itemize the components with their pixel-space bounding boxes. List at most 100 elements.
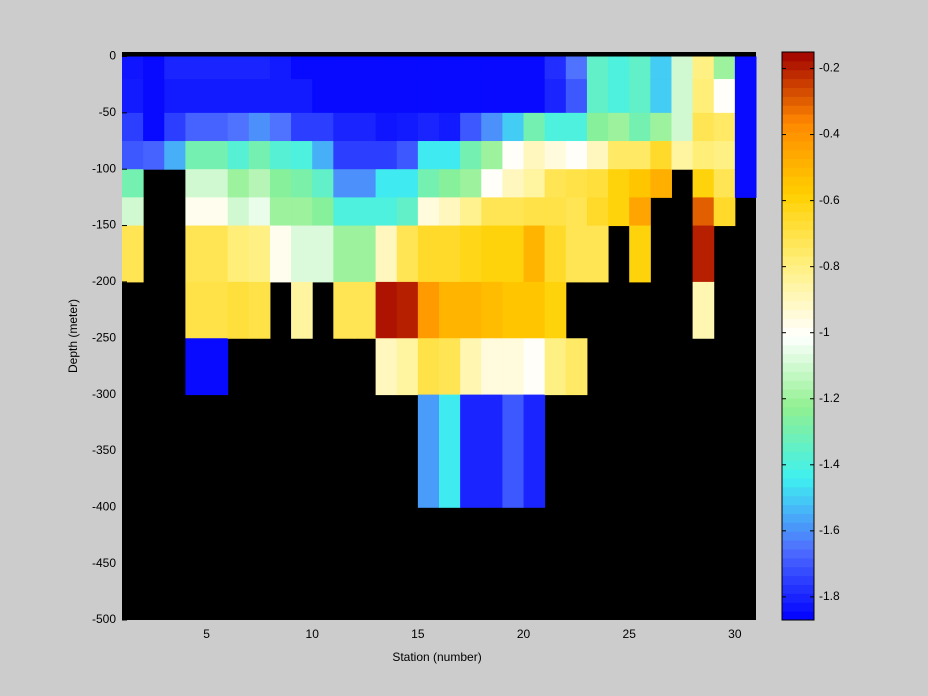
x-tick-label: 10 — [306, 627, 320, 641]
heatmap-cell — [143, 56, 165, 80]
heatmap-cell — [227, 197, 250, 227]
heatmap-cell — [122, 79, 144, 114]
heatmap-cell — [544, 281, 567, 339]
heatmap-cell — [523, 281, 546, 339]
y-tick-label: -250 — [92, 330, 116, 344]
heatmap-cell — [502, 225, 525, 283]
heatmap-cell — [586, 225, 609, 283]
heatmap-cell — [375, 281, 398, 339]
heatmap-cell — [122, 56, 144, 80]
heatmap-cell — [227, 79, 250, 114]
heatmap-cell — [312, 79, 334, 114]
heatmap-cell — [354, 197, 377, 227]
heatmap-cell — [227, 225, 250, 283]
heatmap-cell — [206, 79, 229, 114]
colorbar-swatch — [782, 60, 814, 71]
heatmap-cell — [481, 394, 503, 508]
heatmap-cell — [713, 56, 736, 80]
colorbar-swatch — [782, 291, 814, 301]
heatmap-cell — [586, 197, 609, 227]
heatmap-cell — [608, 197, 630, 227]
colorbar-swatch — [782, 96, 814, 106]
heatmap-cell — [206, 141, 229, 170]
colorbar-swatch — [782, 380, 814, 390]
heatmap-cell — [269, 225, 292, 283]
colorbar-swatch — [782, 78, 814, 88]
heatmap-cell — [206, 112, 229, 142]
heatmap-cell — [608, 112, 630, 142]
y-axis-label: Depth (meter) — [66, 299, 80, 373]
colorbar-swatch — [782, 495, 814, 506]
heatmap-cell — [481, 56, 503, 80]
colorbar-swatch — [782, 336, 814, 346]
colorbar-swatch — [782, 557, 814, 568]
heatmap-cell — [417, 79, 440, 114]
heatmap-cell — [185, 169, 208, 198]
colorbar-tick-label: -1.6 — [819, 523, 840, 537]
heatmap-cell — [734, 56, 757, 80]
y-tick-label: -450 — [92, 556, 116, 570]
colorbar-swatch — [782, 273, 814, 284]
colorbar-tick-label: -1 — [819, 325, 830, 339]
heatmap-cell — [460, 56, 482, 80]
heatmap-cell — [523, 79, 546, 114]
heatmap-cell — [671, 79, 694, 114]
heatmap-cell — [481, 112, 503, 142]
heatmap-cell — [354, 225, 377, 283]
heatmap-cell — [375, 141, 398, 170]
heatmap-cell — [608, 141, 630, 170]
heatmap-cell — [333, 141, 355, 170]
heatmap-cell — [460, 394, 482, 508]
colorbar-swatch — [782, 478, 814, 488]
heatmap-cell — [608, 56, 630, 80]
heatmap-cell — [417, 56, 440, 80]
heatmap-cell — [312, 197, 334, 227]
heatmap-cell — [692, 112, 715, 142]
heatmap-cell — [417, 112, 440, 142]
heatmap-cell — [417, 394, 440, 508]
heatmap-cell — [586, 141, 609, 170]
heatmap-cell — [354, 281, 377, 339]
heatmap-cell — [291, 141, 313, 170]
colorbar-swatch — [782, 300, 814, 310]
heatmap-cell — [481, 141, 503, 170]
heatmap-cell — [291, 225, 313, 283]
colorbar-tick-label: -0.6 — [819, 193, 840, 207]
heatmap-cell — [291, 112, 313, 142]
heatmap-cell — [565, 141, 588, 170]
heatmap-cell — [396, 112, 419, 142]
heatmap-cell — [439, 394, 461, 508]
heatmap-cell — [481, 79, 503, 114]
heatmap-cell — [460, 281, 482, 339]
colorbar-swatch — [782, 140, 814, 151]
x-axis-label: Station (number) — [392, 650, 481, 664]
y-tick-label: -100 — [92, 161, 116, 175]
heatmap-cell — [269, 197, 292, 227]
heatmap-cell — [481, 281, 503, 339]
heatmap-cell — [439, 79, 461, 114]
heatmap-cell — [629, 56, 651, 80]
heatmap-cell — [164, 56, 186, 80]
heatmap-cell — [523, 197, 546, 227]
heatmap-cell — [734, 141, 757, 170]
heatmap-cell — [248, 112, 271, 142]
heatmap-cell — [481, 338, 503, 396]
heatmap-cell — [671, 141, 694, 170]
heatmap-cell — [333, 169, 355, 198]
x-tick-label: 25 — [623, 627, 637, 641]
y-tick-label: -400 — [92, 499, 116, 513]
y-tick-label: -300 — [92, 387, 116, 401]
heatmap-cell — [502, 56, 525, 80]
heatmap-cell — [544, 56, 567, 80]
heatmap-cell — [544, 197, 567, 227]
heatmap-cell — [586, 169, 609, 198]
heatmap-cell — [227, 141, 250, 170]
heatmap-cell — [650, 79, 672, 114]
colorbar-swatch — [782, 513, 814, 523]
heatmap-cell — [269, 79, 292, 114]
heatmap-cell — [692, 79, 715, 114]
heatmap-cell — [502, 112, 525, 142]
y-tick-label: -200 — [92, 274, 116, 288]
colorbar-swatch — [782, 327, 814, 337]
colorbar-swatch — [782, 185, 814, 195]
